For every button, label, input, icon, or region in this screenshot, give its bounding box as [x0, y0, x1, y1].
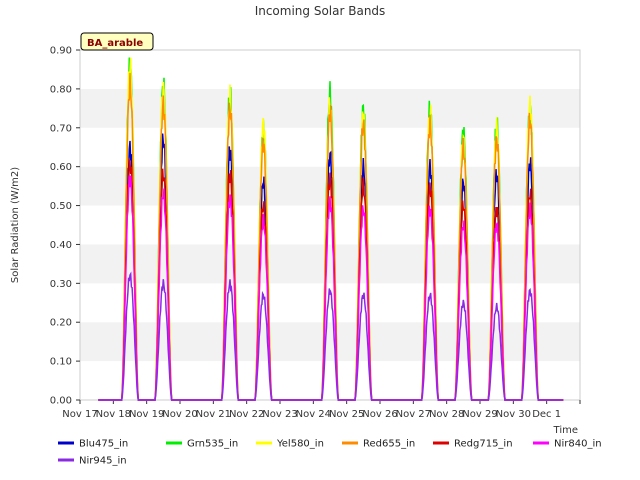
y-tick-label: 0.50 — [50, 201, 72, 212]
y-tick-label: 0.00 — [50, 396, 72, 407]
plot-frame — [79, 49, 581, 401]
legend: Blu475_in Grn535_in Yel580_in Red655_in Redg… — [58, 439, 602, 467]
series-layer — [98, 57, 564, 401]
x-tick-label: Nov 30 — [496, 409, 531, 420]
y-tick-label: 0.60 — [50, 162, 72, 173]
legend-label: Blu475_in — [79, 439, 128, 450]
x-tick-label: Nov 24 — [296, 409, 331, 420]
x-tick-label: Nov 29 — [462, 409, 497, 420]
y-axis-label: Solar Radiation (W/m2) — [10, 167, 21, 283]
x-tick-label: Dec 1 — [532, 409, 561, 420]
chart-title: Incoming Solar Bands — [255, 4, 386, 18]
site-annotation: BA_arable — [80, 32, 154, 51]
grid-band — [80, 244, 580, 284]
legend-label: Nir945_in — [79, 456, 127, 467]
y-tick-label: 0.20 — [50, 318, 72, 329]
grid-band — [80, 361, 580, 400]
y-tick-label: 0.10 — [50, 357, 72, 368]
legend-label: Redg715_in — [454, 439, 513, 450]
grid-band — [80, 322, 580, 362]
y-axis: 0.00 0.10 0.20 0.30 0.40 0.50 0.60 0.70 0.80 0.90 — [50, 46, 80, 407]
legend-label: Red655_in — [363, 439, 415, 450]
x-tick-label: Nov 22 — [229, 409, 264, 420]
x-tick-label: Nov 28 — [429, 409, 464, 420]
x-tick-label: Nov 23 — [262, 409, 297, 420]
annotation-label: BA_arable — [87, 38, 143, 49]
x-tick-label: Nov 27 — [396, 409, 431, 420]
x-tick-label: Nov 21 — [196, 409, 231, 420]
x-tick-label: Nov 17 — [62, 409, 97, 420]
y-tick-label: 0.80 — [50, 84, 72, 95]
x-tick-label: Nov 25 — [329, 409, 364, 420]
y-tick-label: 0.90 — [50, 46, 72, 57]
x-tick-label: Nov 19 — [129, 409, 164, 420]
legend-label: Yel580_in — [276, 439, 324, 450]
legend-label: Grn535_in — [187, 439, 238, 450]
x-axis-label: Time — [553, 425, 578, 436]
y-tick-label: 0.70 — [50, 123, 72, 134]
annotation-box — [80, 32, 154, 51]
legend-label: Nir840_in — [554, 439, 602, 450]
x-tick-label: Nov 20 — [162, 409, 197, 420]
y-tick-label: 0.40 — [50, 240, 72, 251]
x-tick-label: Nov 26 — [362, 409, 397, 420]
series-line-nir945-in — [98, 271, 564, 401]
x-tick-label: Nov 18 — [96, 409, 131, 420]
y-tick-label: 0.30 — [50, 279, 72, 290]
